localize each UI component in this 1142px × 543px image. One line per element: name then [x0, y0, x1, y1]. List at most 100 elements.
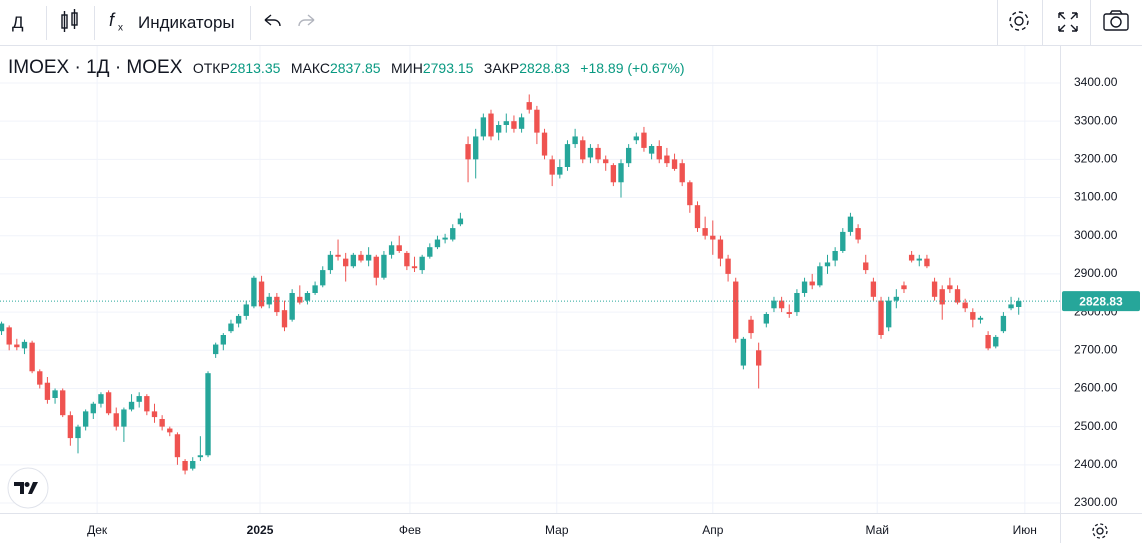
legend: IMOEX · 1Д · MOEX ОТКР2813.35 МАКС2837.8…: [8, 57, 685, 79]
candle-body: [763, 313, 769, 324]
candle-body: [182, 460, 188, 471]
candle-body: [1000, 315, 1007, 332]
candle-body: [220, 334, 226, 345]
candle-body: [251, 277, 257, 307]
candle-body: [327, 254, 334, 271]
candle-body: [82, 411, 89, 427]
grid: [0, 46, 1060, 513]
y-tick-label: 3100.00: [1074, 190, 1118, 204]
undo-icon[interactable]: [264, 14, 281, 27]
candle-body: [908, 254, 915, 261]
candle-body: [488, 113, 494, 137]
candle-body: [320, 270, 326, 286]
tv-logo[interactable]: [7, 467, 49, 509]
ohlc-label: МИН: [391, 60, 423, 76]
candle-body: [855, 228, 861, 240]
candle-body: [595, 147, 601, 160]
fx-icon[interactable]: f: [109, 10, 116, 30]
candle-body: [0, 323, 5, 332]
candle-body: [878, 300, 884, 335]
x-tick-label: Июн: [1013, 523, 1037, 537]
candle-body: [901, 285, 907, 290]
fullscreen-icon[interactable]: [1058, 12, 1078, 32]
candles-icon[interactable]: [61, 9, 78, 32]
candle-body: [205, 373, 211, 456]
candle-body: [863, 262, 869, 271]
x-tick-label: Апр: [702, 523, 724, 537]
candle-body: [970, 312, 976, 320]
candle-body: [832, 250, 838, 261]
candle-body: [212, 344, 219, 355]
candle-body: [442, 237, 448, 240]
candle-body: [480, 117, 487, 137]
candle-body: [717, 239, 724, 259]
ohlc-value: 2828.83: [519, 60, 570, 76]
candle-body: [167, 428, 173, 433]
candle-body: [931, 281, 938, 297]
candle-body: [21, 341, 28, 349]
candle-body: [105, 392, 112, 414]
settings-icon[interactable]: [1009, 11, 1029, 31]
toolbar: Д Индикаторы f x: [0, 0, 1142, 46]
ohlc-value: 2813.35: [229, 60, 281, 76]
candle-body: [235, 315, 242, 324]
candle-body: [75, 426, 81, 439]
redo-icon[interactable]: [298, 14, 315, 27]
candle-body: [228, 323, 234, 332]
x-tick-label: Дек: [87, 523, 108, 537]
candle-body: [664, 155, 670, 164]
candle-body: [388, 245, 395, 255]
candle-body: [786, 312, 792, 314]
candle-body: [778, 300, 785, 309]
candle-body: [840, 231, 846, 251]
settings-icon[interactable]: [1092, 523, 1108, 539]
candle-body: [67, 415, 74, 439]
x-tick-label: Май: [865, 523, 889, 537]
y-tick-label: 2300.00: [1074, 495, 1118, 509]
candle-body: [335, 254, 341, 257]
candle-body: [52, 390, 58, 398]
candle-body: [312, 285, 318, 293]
ohlc-label: ОТКР: [192, 60, 230, 76]
x-tick-label: Фев: [399, 523, 421, 537]
change-value: +18.89 (+0.67%): [580, 60, 685, 76]
candle-body: [98, 394, 104, 404]
candle-body: [580, 140, 586, 160]
candle-body: [870, 281, 877, 297]
candle-body: [266, 296, 272, 305]
candle-body: [916, 258, 922, 261]
candle-body: [618, 163, 624, 183]
symbol-title: IMOEX · 1Д · MOEX: [8, 57, 183, 78]
candle-body: [977, 317, 984, 320]
candle-body: [465, 144, 471, 160]
candle-body: [29, 342, 35, 372]
candle-body: [373, 256, 379, 278]
candle-body: [771, 300, 777, 309]
ohlc-label: МАКС: [290, 60, 330, 76]
candle-body: [687, 182, 693, 206]
candle-body: [886, 300, 892, 328]
candle-body: [710, 235, 716, 240]
candle-body: [725, 258, 731, 274]
candle-body: [457, 218, 464, 225]
indicators-button[interactable]: Индикаторы: [138, 13, 235, 32]
interval-button[interactable]: Д: [12, 13, 24, 32]
candle-body: [962, 302, 968, 309]
screenshot-icon[interactable]: [1103, 10, 1129, 31]
candle-body: [297, 296, 303, 303]
candle-body: [144, 396, 150, 412]
candle-body: [350, 254, 357, 267]
candle-body: [748, 319, 754, 334]
candle-body: [274, 296, 280, 313]
candle-body: [90, 403, 96, 414]
candle-body: [801, 281, 808, 293]
x-tick-label: 2025: [247, 523, 274, 537]
candle-body: [159, 418, 165, 427]
candle-body: [14, 344, 20, 348]
y-tick-label: 3000.00: [1074, 228, 1118, 242]
candle-body: [243, 304, 249, 316]
candle-body: [526, 102, 532, 110]
candle-body: [549, 159, 555, 175]
candle-body: [136, 396, 142, 402]
